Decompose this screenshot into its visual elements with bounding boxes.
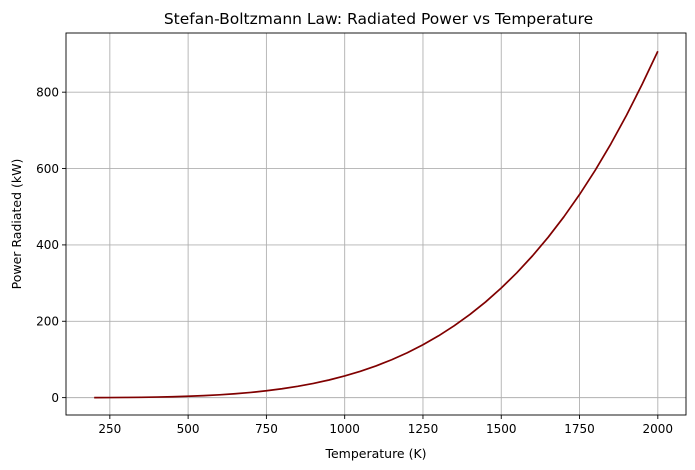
x-tick-label: 750 [255,422,278,436]
y-axis-ticks: 0 200 400 600 800 [36,85,66,405]
series-group [94,50,659,399]
grid [66,33,686,415]
x-tick-label: 500 [177,422,200,436]
x-axis-ticks: 250 500 750 1000 1250 1500 1750 2000 [98,415,673,436]
series-line [94,50,659,399]
plot-frame [65,32,687,416]
y-tick-label: 400 [36,238,59,252]
y-tick-label: 800 [36,85,59,99]
x-tick-label: 1000 [329,422,360,436]
y-tick-label: 200 [36,315,59,329]
y-axis-label: Power Radiated (kW) [9,159,24,290]
y-tick-label: 600 [36,162,59,176]
x-axis-label: Temperature (K) [324,446,426,461]
x-tick-label: 1250 [408,422,439,436]
x-tick-label: 250 [98,422,121,436]
x-tick-label: 1750 [564,422,595,436]
x-tick-label: 2000 [643,422,674,436]
y-tick-label: 0 [51,391,59,405]
chart-title: Stefan-Boltzmann Law: Radiated Power vs … [164,10,593,28]
x-tick-label: 1500 [486,422,517,436]
